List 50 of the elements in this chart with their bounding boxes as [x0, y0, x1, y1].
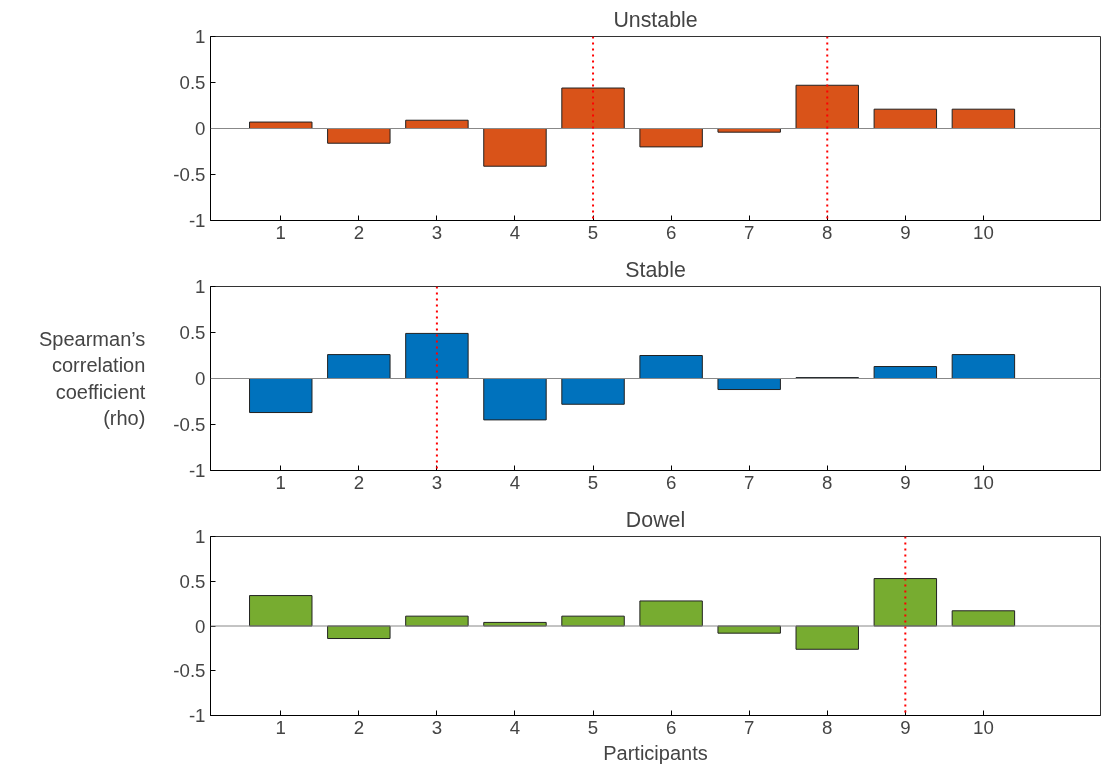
x-tick-label: 1	[275, 221, 286, 243]
x-tick-label: 2	[353, 471, 365, 493]
x-tick-label: 8	[822, 716, 833, 738]
y-tick-label: -1	[188, 705, 206, 726]
y-tick-label: -1	[188, 460, 206, 481]
chart-title: Unstable	[613, 7, 698, 32]
x-tick-label: 3	[431, 471, 443, 493]
x-tick-label: 7	[744, 221, 755, 243]
x-tick-label: 4	[509, 221, 521, 243]
y-tick-label: 0	[195, 615, 206, 637]
x-tick-label: 1	[275, 471, 286, 493]
x-tick-label: 9	[900, 716, 911, 738]
y-tick-label: 0	[195, 368, 206, 389]
x-tick-label: 2	[353, 716, 365, 738]
x-tick-label: 3	[431, 221, 443, 243]
y-tick-label: -0.5	[173, 164, 206, 185]
x-tick-label: 10	[973, 471, 994, 493]
y-tick-label: -0.5	[173, 660, 206, 682]
x-tick-label: 9	[900, 221, 911, 243]
x-tick-label: 10	[973, 716, 994, 738]
y-tick-label: 1	[195, 526, 206, 547]
y-tick-label: 1	[195, 276, 206, 297]
x-tick-label: 8	[822, 471, 833, 493]
x-tick-label: 7	[744, 471, 755, 493]
x-tick-label: 5	[587, 716, 599, 738]
y-axis-title: Spearman’s correlation coefficient (rho)	[39, 327, 146, 430]
x-tick-label: 2	[353, 221, 365, 243]
y-tick-label: 0.5	[179, 322, 206, 343]
y-tick-label: 0.5	[179, 570, 206, 592]
x-tick-label: 10	[973, 221, 994, 243]
x-tick-label: 9	[900, 471, 911, 493]
x-axis-title: Participants	[603, 741, 708, 764]
x-tick-label: 6	[665, 716, 677, 738]
y-tick-label: 1	[195, 26, 206, 47]
x-tick-label: 3	[431, 716, 443, 738]
x-tick-label: 4	[509, 471, 521, 493]
x-tick-label: 6	[665, 471, 677, 493]
y-tick-label: -0.5	[173, 414, 206, 435]
x-tick-label: 4	[509, 716, 521, 738]
chart-title: Dowel	[625, 507, 686, 532]
x-tick-label: 5	[587, 221, 599, 243]
y-tick-label: 0	[195, 118, 206, 139]
y-tick-label: 0.5	[179, 72, 206, 93]
x-tick-label: 5	[587, 471, 599, 493]
y-tick-label: -1	[188, 210, 206, 231]
x-tick-label: 1	[275, 716, 286, 738]
x-tick-label: 8	[822, 221, 833, 243]
x-tick-label: 6	[665, 221, 677, 243]
chart-title: Stable	[625, 257, 686, 282]
x-tick-label: 7	[744, 716, 755, 738]
